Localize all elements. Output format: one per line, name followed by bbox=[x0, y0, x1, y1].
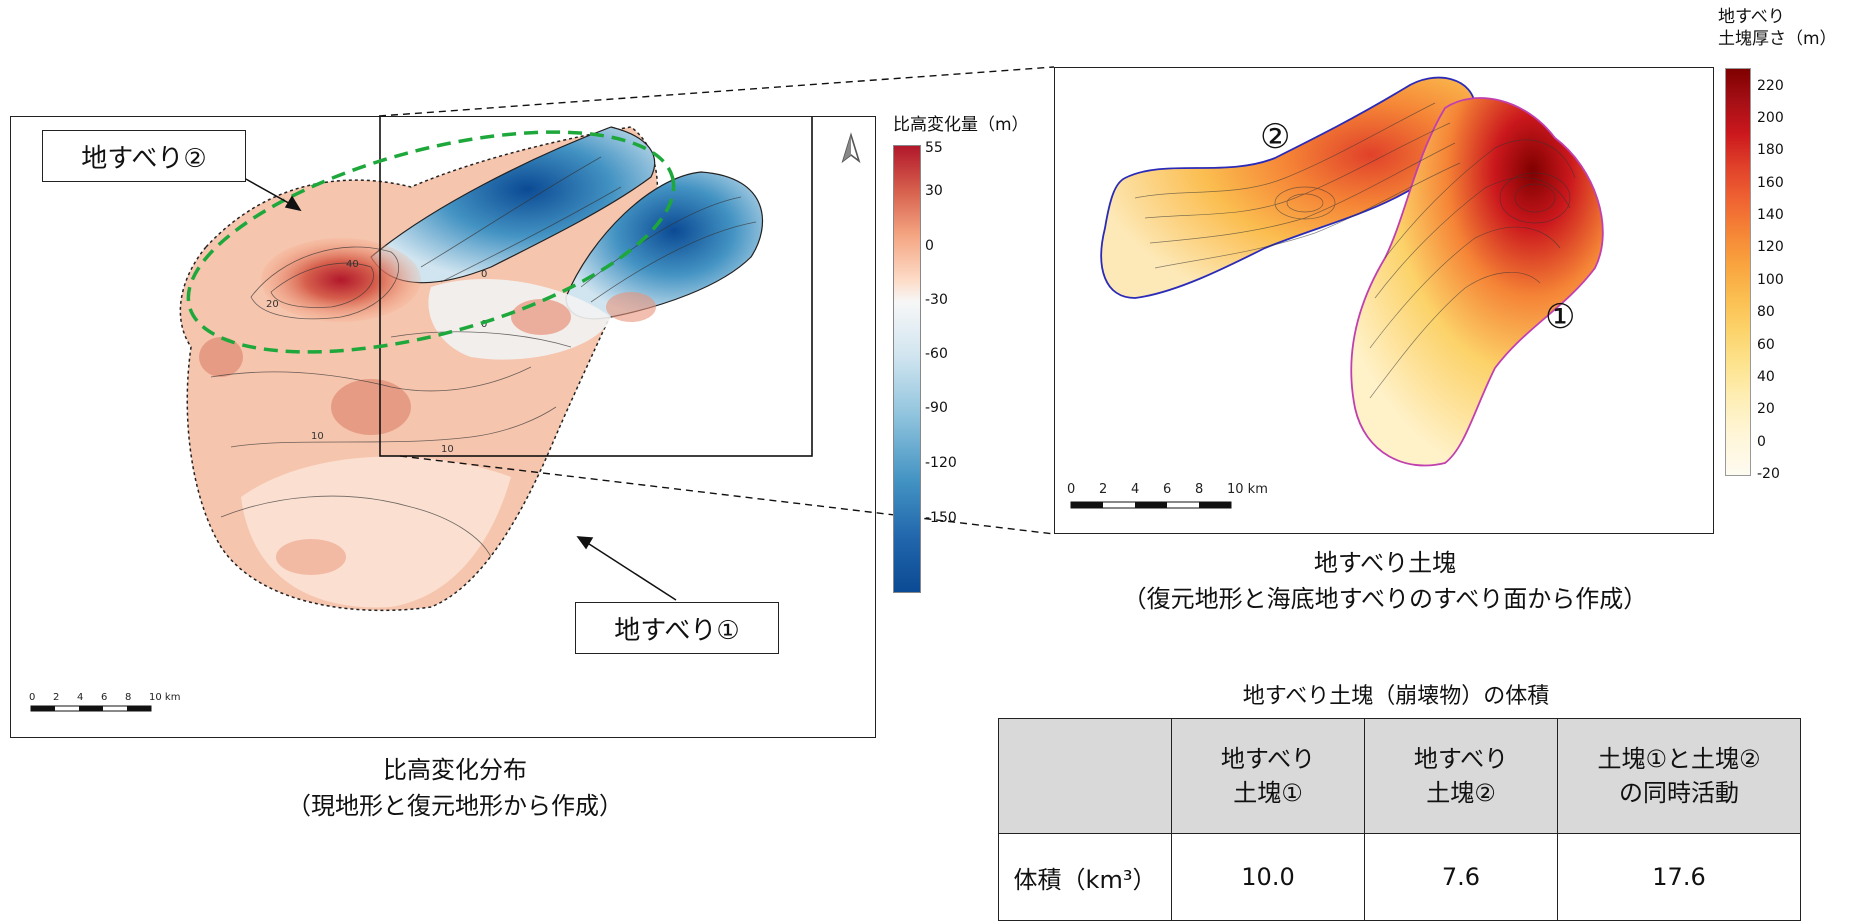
right-colorbar-tick: 220 bbox=[1757, 78, 1784, 94]
volume-table-header-row: 地すべり 土塊① 地すべり 土塊② 土塊①と土塊② の同時活動 bbox=[998, 718, 1801, 834]
svg-text:2: 2 bbox=[1099, 482, 1107, 497]
left-colorbar-ticks: 55 30 0 -30 -60 -90 -120 -150 bbox=[925, 0, 985, 877]
landslide-mass-1 bbox=[1350, 97, 1604, 467]
right-colorbar-tick: 180 bbox=[1757, 142, 1784, 158]
right-colorbar-tick: 120 bbox=[1757, 239, 1784, 255]
contour-lines bbox=[210, 156, 757, 558]
right-map-caption: 地すべり土塊 （復元地形と海底地すべりのすべり面から作成） bbox=[1070, 545, 1700, 617]
svg-text:10: 10 bbox=[311, 431, 324, 442]
volume-table-row: 体積（km³） 10.0 7.6 17.6 bbox=[998, 833, 1801, 921]
callout-landslide1: 地すべり① bbox=[575, 602, 779, 654]
right-caption-line1: 地すべり土塊 bbox=[1313, 549, 1457, 577]
right-colorbar-tick: 80 bbox=[1757, 304, 1775, 320]
left-colorbar-title: 比高変化量（m） bbox=[893, 115, 1029, 135]
left-colorbar bbox=[893, 145, 921, 593]
svg-text:0: 0 bbox=[29, 692, 35, 703]
svg-text:2: 2 bbox=[53, 692, 59, 703]
inset-connector-lines bbox=[378, 66, 1055, 535]
callout-landslide1-label: 地すべり① bbox=[614, 615, 740, 646]
svg-text:0: 0 bbox=[481, 319, 487, 330]
right-colorbar-tick: 40 bbox=[1757, 369, 1775, 385]
scarp-blue-1 bbox=[370, 126, 656, 284]
svg-text:8: 8 bbox=[125, 692, 131, 703]
volume-table-header-cell: 土塊①と土塊② の同時活動 bbox=[1557, 718, 1801, 834]
volume-table-header-cell bbox=[998, 718, 1172, 834]
right-colorbar-ticks: 220 200 180 160 140 120 100 80 60 40 20 … bbox=[1757, 0, 1807, 877]
volume-table-header-cell: 地すべり 土塊② bbox=[1364, 718, 1558, 834]
left-colorbar-tick: -150 bbox=[925, 510, 957, 526]
left-colorbar-tick: -60 bbox=[925, 346, 948, 362]
right-colorbar bbox=[1725, 68, 1751, 476]
callout-arrow-landslide2 bbox=[243, 177, 295, 207]
landslide2-highlight-ellipse bbox=[186, 130, 676, 354]
annotation-overlay bbox=[243, 66, 1055, 601]
thickness-contours bbox=[1134, 102, 1576, 399]
svg-text:4: 4 bbox=[77, 692, 83, 703]
elevation-change-map: 40 20 0 10 10 0 0 2 4 6 8 10 km bbox=[10, 115, 876, 738]
right-colorbar-tick: 200 bbox=[1757, 110, 1784, 126]
left-scalebar: 0 2 4 6 8 10 km bbox=[29, 692, 180, 712]
volume-row-label: 体積（km³） bbox=[998, 833, 1172, 921]
volume-value-landslide1: 10.0 bbox=[1171, 833, 1365, 921]
right-colorbar-title-line2: 土塊厚さ（m） bbox=[1718, 29, 1837, 49]
right-colorbar-tick: 0 bbox=[1757, 434, 1766, 450]
right-colorbar-tick: -20 bbox=[1757, 466, 1780, 482]
svg-text:20: 20 bbox=[266, 299, 279, 310]
right-colorbar-tick: 60 bbox=[1757, 337, 1775, 353]
left-colorbar-tick: 55 bbox=[925, 140, 943, 156]
right-scalebar: 0 2 4 6 8 10 km bbox=[1067, 482, 1268, 509]
svg-text:0: 0 bbox=[481, 269, 487, 280]
right-caption-line2: （復元地形と海底地すべりのすべり面から作成） bbox=[1122, 585, 1648, 613]
left-colorbar-tick: -30 bbox=[925, 292, 948, 308]
volume-table-title: 地すべり土塊（崩壊物）の体積 bbox=[1242, 684, 1550, 709]
volume-value-landslide2: 7.6 bbox=[1364, 833, 1558, 921]
svg-text:10 km: 10 km bbox=[1227, 482, 1268, 497]
right-colorbar-title: 地すべり 土塊厚さ（m） bbox=[1718, 6, 1837, 50]
hotspot-landslide2 bbox=[261, 238, 421, 322]
left-caption-line2: （現地形と復元地形から作成） bbox=[287, 792, 623, 820]
landslide-thickness-map: ② ① 0 2 4 6 8 10 km bbox=[1054, 67, 1714, 534]
callout-arrow-landslide1 bbox=[585, 541, 677, 601]
elevation-change-map-canvas: 40 20 0 10 10 0 0 2 4 6 8 10 km bbox=[29, 115, 861, 712]
left-caption-line1: 比高変化分布 bbox=[383, 756, 527, 784]
svg-text:0: 0 bbox=[1067, 482, 1075, 497]
right-colorbar-title-line1: 地すべり bbox=[1718, 7, 1785, 27]
north-arrow-icon bbox=[841, 132, 861, 164]
landslide2-label: ② bbox=[1260, 117, 1290, 157]
volume-value-combined: 17.6 bbox=[1557, 833, 1801, 921]
right-colorbar-tick: 20 bbox=[1757, 401, 1775, 417]
left-colorbar-tick: 30 bbox=[925, 183, 943, 199]
right-colorbar-tick: 100 bbox=[1757, 272, 1784, 288]
left-colorbar-tick: 0 bbox=[925, 238, 934, 254]
svg-text:40: 40 bbox=[346, 259, 359, 270]
svg-text:4: 4 bbox=[1131, 482, 1139, 497]
callout-landslide2-label: 地すべり② bbox=[81, 143, 207, 174]
right-colorbar-tick: 140 bbox=[1757, 207, 1784, 223]
left-colorbar-tick: -90 bbox=[925, 400, 948, 416]
svg-text:6: 6 bbox=[101, 692, 107, 703]
left-map-caption: 比高変化分布 （現地形と復元地形から作成） bbox=[220, 752, 690, 824]
contour-labels: 40 20 0 10 10 0 bbox=[266, 259, 487, 455]
right-colorbar-tick: 160 bbox=[1757, 175, 1784, 191]
volume-table-header-cell: 地すべり 土塊① bbox=[1171, 718, 1365, 834]
svg-text:6: 6 bbox=[1163, 482, 1171, 497]
svg-text:10 km: 10 km bbox=[149, 692, 180, 703]
landslide1-label: ① bbox=[1545, 297, 1575, 337]
svg-text:8: 8 bbox=[1195, 482, 1203, 497]
callout-landslide2: 地すべり② bbox=[42, 130, 246, 182]
volume-table-wrap: 地すべり 土塊① 地すべり 土塊② 土塊①と土塊② の同時活動 体積（km³） … bbox=[998, 718, 1801, 921]
landslide-thickness-map-canvas: ② ① 0 2 4 6 8 10 km bbox=[1067, 76, 1604, 509]
svg-text:10: 10 bbox=[441, 444, 454, 455]
left-colorbar-tick: -120 bbox=[925, 455, 957, 471]
volume-table: 地すべり 土塊① 地すべり 土塊② 土塊①と土塊② の同時活動 体積（km³） … bbox=[998, 718, 1801, 921]
